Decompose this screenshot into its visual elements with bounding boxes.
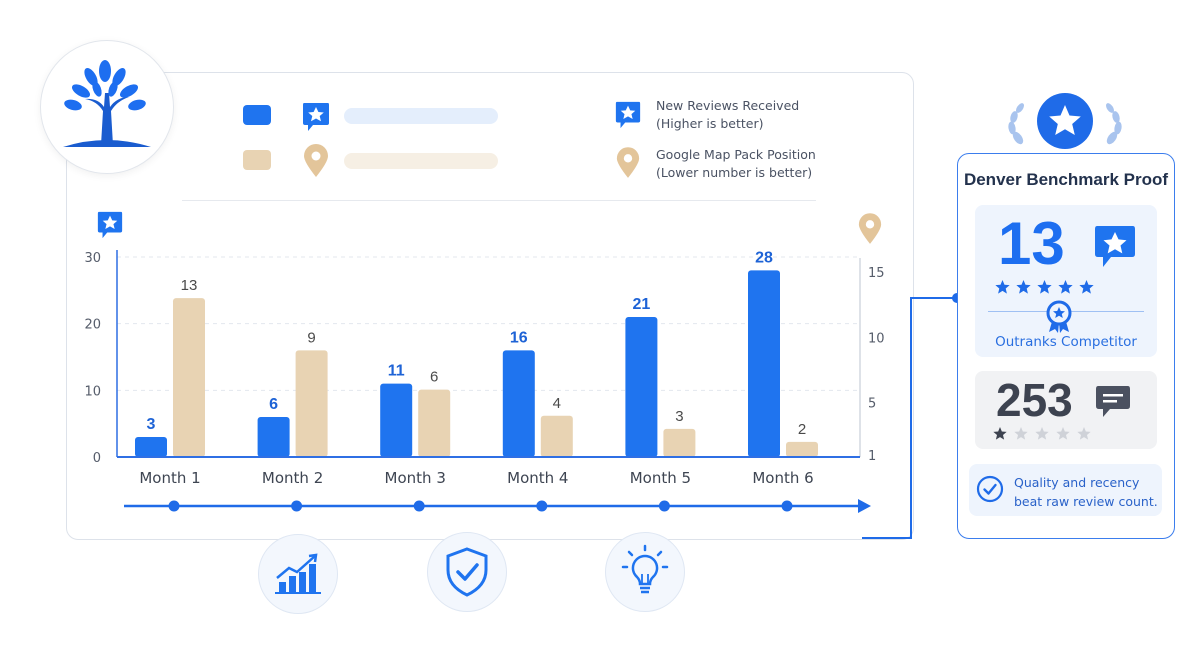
bar-position [173, 298, 205, 457]
data-label-reviews: 11 [388, 363, 405, 380]
legend-swatch-position [243, 150, 271, 170]
bar-reviews [257, 417, 290, 457]
data-label-reviews: 3 [147, 416, 156, 433]
data-label-position: 4 [553, 395, 561, 412]
legend-divider [182, 200, 816, 201]
bar-position [786, 441, 818, 457]
legend-position-title: Google Map Pack Position [656, 147, 816, 162]
filled-star-icon [1079, 280, 1094, 294]
right-axis-tick-label: 1 [868, 449, 876, 464]
left-axis-tick-label: 20 [84, 318, 101, 333]
award-ribbon-icon [1046, 300, 1072, 333]
growth-chart-icon [275, 553, 321, 594]
data-label-position: 13 [181, 277, 198, 294]
data-label-position: 3 [675, 408, 683, 425]
left-axis-tick-label: 30 [84, 251, 101, 266]
bar-reviews [748, 270, 780, 457]
bar-position [418, 389, 451, 457]
legend-reviews-note: (Higher is better) [656, 116, 764, 131]
data-label-reviews: 16 [510, 329, 528, 346]
shield-check-icon [446, 547, 488, 597]
data-label-reviews: 6 [269, 396, 278, 413]
x-axis-category-label: Month 3 [385, 469, 446, 487]
star-chat-icon [303, 103, 329, 131]
comparison-star-rating [993, 427, 1091, 440]
legend-position-note: (Lower number is better) [656, 165, 813, 180]
timeline-dot [658, 500, 670, 512]
lightbulb-icon [621, 544, 669, 594]
timeline-dot [291, 500, 303, 512]
legend-swatch-reviews [243, 105, 271, 125]
security-feature-badge [427, 532, 507, 612]
bar-reviews [625, 317, 658, 457]
x-axis-category-label: Month 6 [752, 469, 813, 487]
star-chat-icon [615, 101, 641, 129]
bar-position [295, 350, 328, 457]
x-axis-category-label: Month 1 [139, 469, 200, 487]
highlight-caption: Outranks Competitor [995, 334, 1137, 350]
legend-line-reviews [344, 108, 498, 124]
bar-reviews [380, 383, 413, 457]
left-axis-tick-label: 10 [84, 384, 101, 399]
laurel-star-icon [1008, 93, 1122, 149]
check-circle-icon [976, 475, 1004, 503]
data-label-position: 2 [798, 421, 806, 438]
filled-star-icon [1016, 280, 1031, 294]
logo-badge [40, 40, 174, 174]
bar-position [540, 415, 573, 457]
data-label-reviews: 21 [633, 296, 651, 313]
tree-icon [63, 60, 151, 147]
bar-reviews [135, 437, 167, 457]
growth-feature-badge [258, 534, 338, 614]
right-axis-tick-label: 15 [868, 266, 885, 281]
highlight-star-rating [995, 280, 1094, 294]
empty-star-icon [1077, 427, 1091, 440]
timeline-dot [536, 500, 548, 512]
comment-icon [1096, 386, 1130, 417]
highlight-value: 13 [998, 210, 1065, 277]
x-axis-category-label: Month 4 [507, 469, 568, 487]
bar-reviews [502, 350, 535, 457]
left-axis-tick-label: 0 [93, 451, 101, 466]
right-axis-tick-label: 10 [868, 331, 885, 346]
map-pin-icon [616, 147, 640, 178]
timeline-dot [781, 500, 793, 512]
benchmark-title: Denver Benchmark Proof [963, 170, 1169, 189]
left-axis-star-chat-icon [97, 211, 123, 239]
right-axis-tick-label: 5 [868, 397, 876, 412]
data-label-position: 6 [430, 369, 438, 386]
filled-star-icon [993, 427, 1007, 440]
filled-star-icon [995, 280, 1010, 294]
x-axis-category-label: Month 5 [630, 469, 691, 487]
comparison-value: 253 [996, 374, 1073, 426]
empty-star-icon [1014, 427, 1028, 440]
filled-star-icon [1037, 280, 1052, 294]
map-pin-icon [304, 144, 328, 177]
filled-star-icon [1058, 280, 1073, 294]
data-label-position: 9 [307, 329, 315, 346]
insight-feature-badge [605, 532, 685, 612]
right-axis-map-pin-icon [858, 213, 882, 244]
data-label-reviews: 28 [755, 249, 773, 266]
empty-star-icon [1035, 427, 1049, 440]
star-chat-icon [1095, 226, 1135, 267]
quality-note: Quality and recency beat raw review coun… [1014, 475, 1158, 509]
legend-reviews-title: New Reviews Received [656, 98, 800, 113]
bar-position [663, 428, 696, 457]
empty-star-icon [1056, 427, 1070, 440]
timeline-arrow [858, 499, 871, 513]
x-axis-category-label: Month 2 [262, 469, 323, 487]
timeline-dot [168, 500, 180, 512]
legend-line-position [344, 153, 498, 169]
timeline-dot [413, 500, 425, 512]
